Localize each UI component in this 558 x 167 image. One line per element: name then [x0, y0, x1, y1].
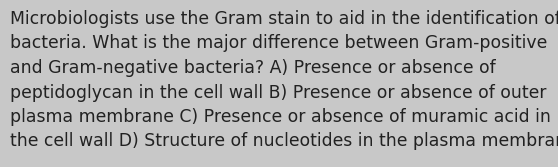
Text: and Gram-negative bacteria? A) Presence or absence of: and Gram-negative bacteria? A) Presence …	[10, 59, 496, 77]
Text: peptidoglycan in the cell wall B) Presence or absence of outer: peptidoglycan in the cell wall B) Presen…	[10, 84, 546, 102]
Text: the cell wall D) Structure of nucleotides in the plasma membrane: the cell wall D) Structure of nucleotide…	[10, 132, 558, 150]
Text: bacteria. What is the major difference between Gram-positive: bacteria. What is the major difference b…	[10, 35, 547, 52]
Text: plasma membrane C) Presence or absence of muramic acid in: plasma membrane C) Presence or absence o…	[10, 108, 551, 126]
Text: Microbiologists use the Gram stain to aid in the identification of: Microbiologists use the Gram stain to ai…	[10, 10, 558, 28]
